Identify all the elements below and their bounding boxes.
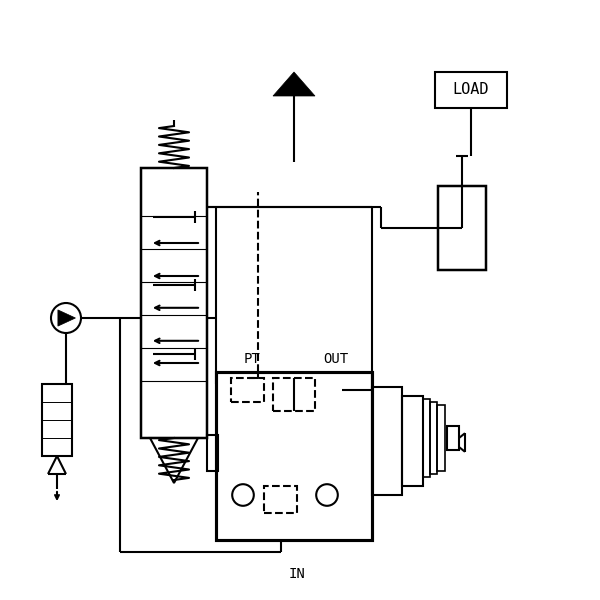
Text: PT: PT [244,352,260,366]
Bar [438,186,486,270]
Bar [402,396,423,486]
Bar [231,378,264,402]
Bar [42,384,72,456]
Bar [141,168,207,438]
Bar [372,387,402,495]
Text: IN: IN [289,567,305,581]
Bar [216,372,372,540]
Bar [207,435,218,471]
Bar [273,378,315,411]
Bar [437,405,445,471]
Bar [435,72,507,108]
Text: LOAD: LOAD [453,82,489,97]
Bar [430,402,437,474]
Bar [423,399,430,477]
Bar [447,426,459,450]
Text: OUT: OUT [323,352,349,366]
Bar [264,486,297,513]
Polygon shape [58,310,76,326]
Polygon shape [273,72,315,96]
